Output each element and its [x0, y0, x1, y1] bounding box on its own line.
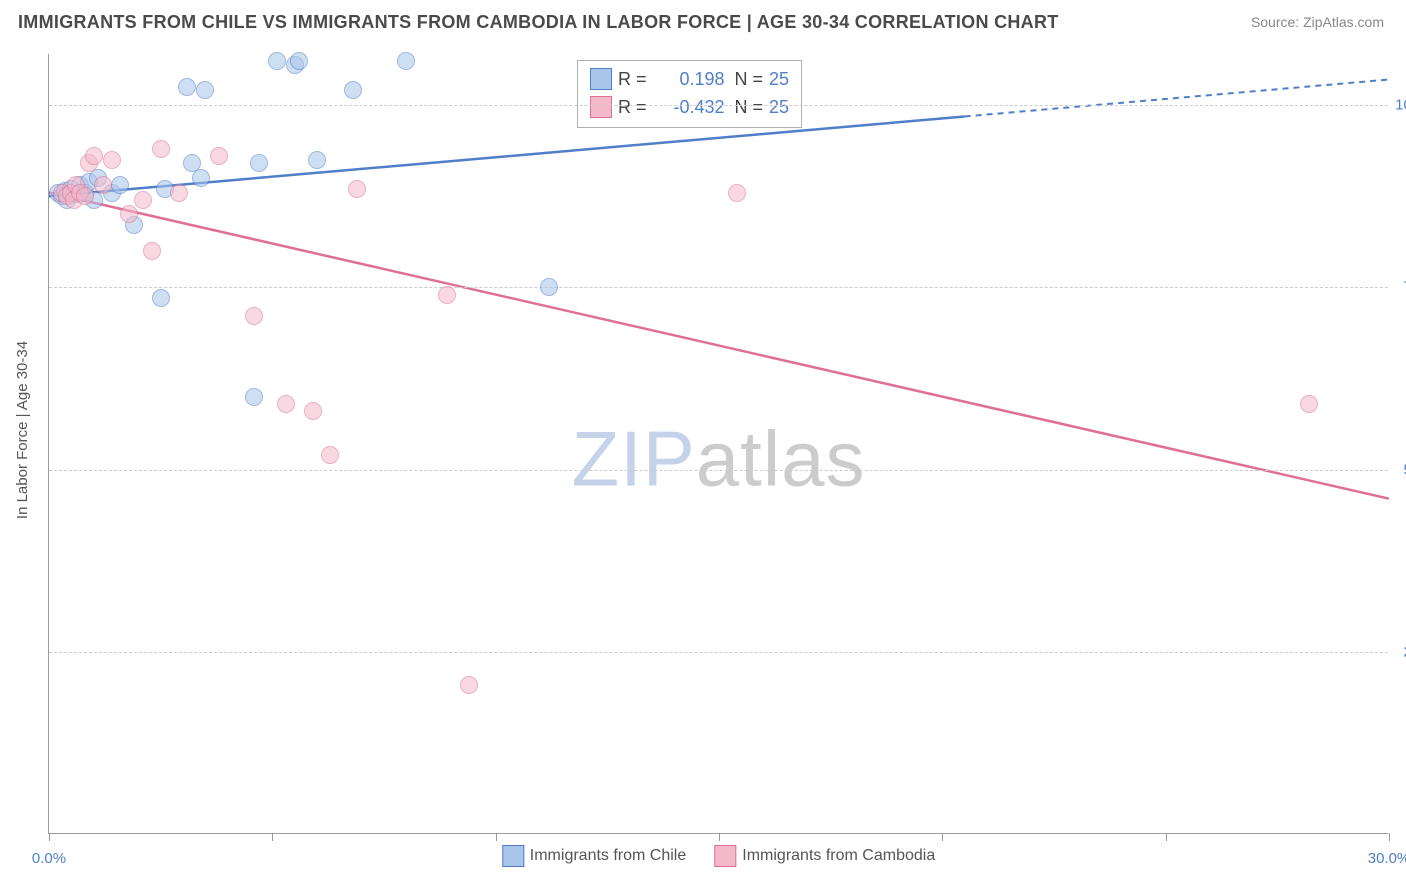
y-axis-label: In Labor Force | Age 30-34	[14, 341, 31, 519]
data-point	[277, 395, 295, 413]
legend-swatch	[590, 68, 612, 90]
gridline	[49, 652, 1388, 653]
y-tick-label: 75.0%	[1394, 279, 1406, 296]
x-tick	[719, 833, 720, 841]
legend-n-value: 25	[769, 69, 789, 90]
data-point	[178, 78, 196, 96]
data-point	[308, 151, 326, 169]
data-point	[245, 307, 263, 325]
x-tick-label: 30.0%	[1368, 850, 1406, 867]
series-legend: Immigrants from Chile Immigrants from Cam…	[502, 845, 935, 867]
data-point	[268, 52, 286, 70]
data-point	[134, 191, 152, 209]
gridline	[49, 287, 1388, 288]
data-point	[397, 52, 415, 70]
x-tick	[1389, 833, 1390, 841]
data-point	[348, 180, 366, 198]
data-point	[250, 154, 268, 172]
data-point	[170, 184, 188, 202]
legend-swatch	[714, 845, 736, 867]
data-point	[103, 151, 121, 169]
data-point	[210, 147, 228, 165]
gridline	[49, 470, 1388, 471]
legend-swatch	[502, 845, 524, 867]
data-point	[245, 388, 263, 406]
legend-row: R = 0.198 N = 25	[590, 65, 789, 93]
y-tick-label: 50.0%	[1394, 461, 1406, 478]
data-point	[321, 446, 339, 464]
chart-title: IMMIGRANTS FROM CHILE VS IMMIGRANTS FROM…	[18, 12, 1059, 33]
data-point	[1300, 395, 1318, 413]
data-point	[196, 81, 214, 99]
data-point	[290, 52, 308, 70]
legend-r-label: R =	[618, 69, 647, 90]
data-point	[76, 187, 94, 205]
y-tick-label: 25.0%	[1394, 643, 1406, 660]
gridline	[49, 105, 1388, 106]
legend-n-label: N =	[735, 97, 764, 118]
data-point	[344, 81, 362, 99]
data-point	[460, 676, 478, 694]
data-point	[120, 205, 138, 223]
data-point	[143, 242, 161, 260]
legend-series-name: Immigrants from Cambodia	[742, 847, 935, 864]
x-tick	[1166, 833, 1167, 841]
correlation-legend: R = 0.198 N = 25 R = -0.432 N = 25	[577, 60, 802, 128]
x-tick	[272, 833, 273, 841]
x-tick	[49, 833, 50, 841]
legend-item: Immigrants from Cambodia	[714, 845, 935, 867]
legend-r-label: R =	[618, 97, 647, 118]
data-point	[728, 184, 746, 202]
legend-r-value: 0.198	[653, 69, 725, 90]
chart-svg	[49, 54, 1388, 833]
data-point	[111, 176, 129, 194]
legend-n-label: N =	[735, 69, 764, 90]
legend-item: Immigrants from Chile	[502, 845, 686, 867]
x-tick	[496, 833, 497, 841]
data-point	[152, 289, 170, 307]
data-point	[192, 169, 210, 187]
data-point	[540, 278, 558, 296]
legend-r-value: -0.432	[653, 97, 725, 118]
data-point	[94, 176, 112, 194]
legend-row: R = -0.432 N = 25	[590, 93, 789, 121]
y-tick-label: 100.0%	[1394, 97, 1406, 114]
data-point	[438, 286, 456, 304]
x-tick-label: 0.0%	[32, 850, 66, 867]
data-point	[85, 147, 103, 165]
data-point	[152, 140, 170, 158]
legend-series-name: Immigrants from Chile	[530, 847, 686, 864]
x-tick	[942, 833, 943, 841]
plot-area: ZIPatlas R = 0.198 N = 25 R = -0.432 N =…	[48, 54, 1388, 834]
data-point	[304, 402, 322, 420]
source-label: Source: ZipAtlas.com	[1251, 14, 1384, 30]
legend-swatch	[590, 96, 612, 118]
legend-n-value: 25	[769, 97, 789, 118]
